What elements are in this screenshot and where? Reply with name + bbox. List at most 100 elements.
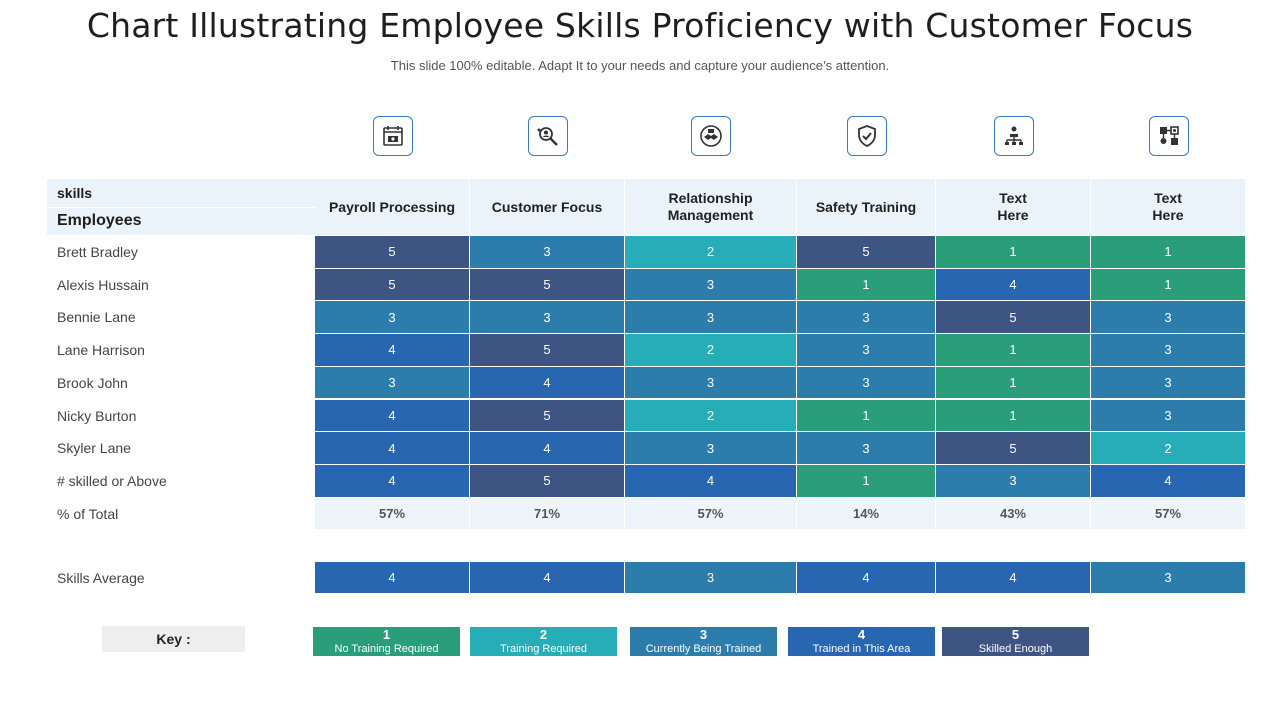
average-cell: 4 (315, 562, 470, 594)
page-subtitle: This slide 100% editable. Adapt It to yo… (390, 58, 890, 73)
skill-cell: 3 (1091, 334, 1246, 367)
column-header-label: Text Here (1152, 190, 1184, 223)
skill-cell: 5 (936, 301, 1091, 335)
skill-cell: 3 (797, 301, 936, 335)
column-header: Customer Focus (470, 179, 625, 235)
pct-cell: 71% (470, 497, 625, 530)
key-item-description: Skilled Enough (978, 643, 1053, 655)
key-item-description: Currently Being Trained (645, 643, 762, 655)
skill-cell: 1 (936, 236, 1091, 269)
skill-cell: 1 (1091, 268, 1246, 302)
skill-cell: 5 (797, 236, 936, 269)
employee-name: Brook John (57, 374, 128, 391)
skill-cell: 3 (625, 432, 797, 465)
skilled-cell: 4 (625, 464, 797, 498)
skill-cell: 1 (936, 399, 1091, 433)
skill-cell: 3 (797, 432, 936, 465)
skilled-cell: 1 (797, 464, 936, 498)
average-cell: 4 (936, 562, 1091, 594)
skill-cell: 1 (797, 399, 936, 433)
skill-cell: 2 (625, 334, 797, 367)
skill-cell: 5 (315, 236, 470, 269)
column-header: Safety Training (797, 179, 936, 235)
key-item-number: 5 (1011, 627, 1020, 642)
skill-cell: 3 (315, 366, 470, 400)
skill-cell: 1 (936, 366, 1091, 400)
column-header-label: Payroll Processing (328, 198, 456, 215)
skilled-cell: 5 (470, 464, 625, 498)
key-item-number: 3 (699, 627, 708, 642)
org-chart-icon (993, 116, 1034, 156)
skill-cell: 3 (315, 301, 470, 335)
skill-cell: 4 (315, 432, 470, 465)
skill-cell: 5 (470, 399, 625, 433)
key-item: 1 No Training Required (313, 627, 460, 656)
row-header-employees: Employees (47, 208, 315, 235)
skill-cell: 3 (625, 268, 797, 302)
pct-cell: 43% (936, 497, 1091, 530)
employee-name: Alexis Hussain (57, 276, 149, 293)
key-item: 2 Training Required (470, 627, 617, 656)
pct-cell: 57% (315, 497, 470, 530)
skill-cell: 3 (1091, 399, 1246, 433)
average-cell: 4 (470, 562, 625, 594)
key-item: 4 Trained in This Area (788, 627, 935, 656)
employee-name: Lane Harrison (57, 342, 145, 359)
key-item-description: Trained in This Area (812, 643, 911, 655)
skilled-cell: 4 (315, 464, 470, 498)
average-cell: 3 (1091, 562, 1246, 594)
skill-cell: 3 (470, 301, 625, 335)
row-header-skills: skills (47, 179, 315, 207)
average-row-label: Skills Average (57, 570, 145, 586)
skill-cell: 2 (625, 399, 797, 433)
skilled-cell: 4 (1091, 464, 1246, 498)
column-header: Payroll Processing (315, 179, 470, 235)
row-header-employees-label: Employees (57, 212, 142, 229)
handshake-icon (691, 116, 731, 156)
skill-cell: 3 (625, 301, 797, 335)
skill-cell: 3 (1091, 301, 1246, 335)
skill-cell: 5 (936, 432, 1091, 465)
column-header-label: Relationship Management (667, 190, 754, 223)
average-cell: 4 (797, 562, 936, 594)
page-title: Chart Illustrating Employee Skills Profi… (86, 6, 1194, 45)
skill-cell: 4 (470, 366, 625, 400)
skill-cell: 5 (470, 268, 625, 302)
skill-cell: 3 (797, 334, 936, 367)
skilled-cell: 3 (936, 464, 1091, 498)
skill-cell: 4 (315, 334, 470, 367)
skill-cell: 1 (936, 334, 1091, 367)
key-item-number: 2 (539, 627, 548, 642)
key-label: Key : (102, 626, 245, 652)
column-header-label: Customer Focus (491, 198, 603, 215)
skill-cell: 1 (1091, 236, 1246, 269)
column-header-label: Safety Training (815, 198, 917, 215)
column-header: Text Here (1091, 179, 1246, 235)
column-header: Relationship Management (625, 179, 797, 235)
skill-cell: 4 (470, 432, 625, 465)
column-header: Text Here (936, 179, 1091, 235)
employee-name: Brett Bradley (57, 244, 138, 260)
pct-cell: 14% (797, 497, 936, 530)
skill-cell: 2 (625, 236, 797, 269)
skill-cell: 5 (315, 268, 470, 302)
skill-cell: 5 (470, 334, 625, 367)
pct-cell: 57% (1091, 497, 1246, 530)
employee-name: Nicky Burton (57, 407, 137, 424)
skill-cell: 4 (315, 399, 470, 433)
pct-cell: 57% (625, 497, 797, 530)
key-item-description: No Training Required (334, 643, 439, 655)
key-item-number: 1 (382, 627, 391, 642)
skill-cell: 3 (625, 366, 797, 400)
search-people-icon (527, 116, 568, 156)
skill-cell: 2 (1091, 432, 1246, 465)
skill-cell: 3 (1091, 366, 1246, 400)
key-item: 3 Currently Being Trained (630, 627, 777, 656)
skill-cell: 3 (470, 236, 625, 269)
calendar-money-icon (372, 116, 413, 156)
row-header-skills-label: skills (57, 185, 93, 201)
key-item: 5 Skilled Enough (942, 627, 1089, 656)
employee-name: Skyler Lane (57, 440, 131, 457)
column-header-label: Text Here (997, 190, 1029, 223)
average-cell: 3 (625, 562, 797, 594)
